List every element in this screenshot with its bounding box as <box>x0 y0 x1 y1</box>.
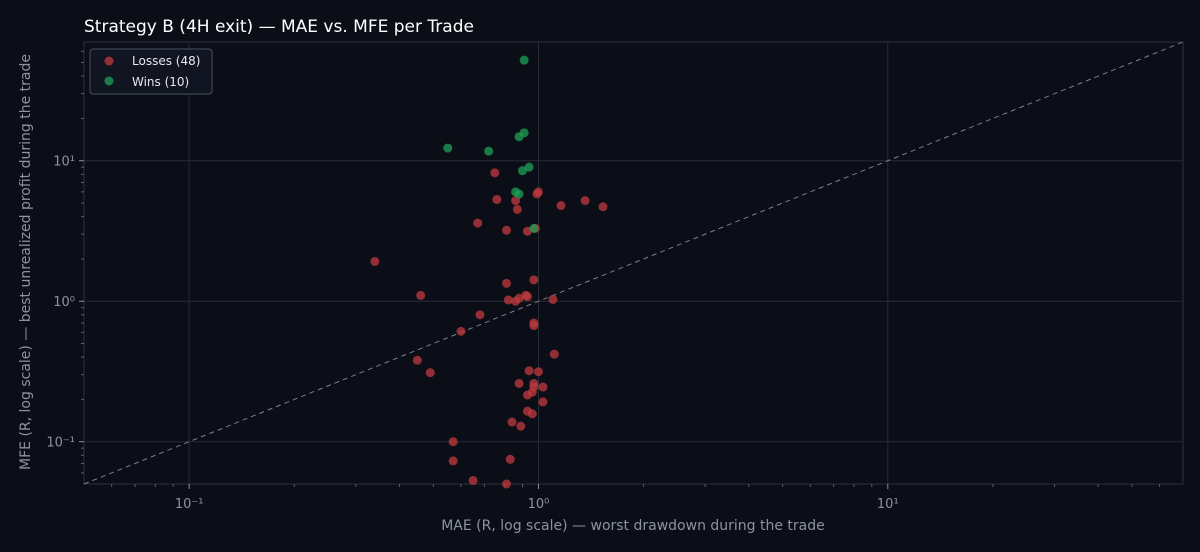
legend-box <box>89 48 213 95</box>
loss-point <box>502 278 512 288</box>
minor-ticks <box>81 50 1161 487</box>
y-tick-label: 10⁻¹ <box>46 436 75 451</box>
loss-point <box>503 295 513 305</box>
y-tick-label: 10⁰ <box>53 295 75 310</box>
x-axis-ticks: 10⁻¹ 10⁰ 10¹ <box>175 484 899 512</box>
loss-point <box>538 382 548 392</box>
loss-point <box>522 292 532 302</box>
win-point <box>517 166 527 176</box>
loss-point <box>473 218 483 228</box>
win-point <box>524 162 534 172</box>
loss-point <box>370 256 380 266</box>
loss-point <box>502 479 512 489</box>
loss-point <box>505 454 515 464</box>
plot-background <box>83 41 1184 485</box>
legend: Losses (48) Wins (10) <box>89 48 213 95</box>
loss-point <box>516 421 526 431</box>
loss-point <box>538 397 548 407</box>
y-axis-label: MFE (R, log scale) — best unrealized pro… <box>18 54 34 470</box>
loss-point <box>416 290 426 300</box>
legend-label-wins: Wins (10) <box>132 75 189 89</box>
loss-point <box>425 368 435 378</box>
win-point <box>443 143 453 153</box>
loss-point <box>514 293 524 303</box>
win-point <box>514 189 524 199</box>
loss-point <box>412 355 422 365</box>
loss-point <box>556 201 566 211</box>
legend-label-losses: Losses (48) <box>132 54 200 68</box>
x-tick-label: 10¹ <box>877 497 899 512</box>
loss-point <box>511 196 521 206</box>
win-point <box>484 146 494 156</box>
data-points <box>370 55 608 489</box>
win-point <box>514 132 524 142</box>
loss-point <box>598 202 608 212</box>
x-axis-label: MAE (R, log scale) — worst drawdown duri… <box>441 518 825 534</box>
loss-point <box>448 456 458 466</box>
legend-marker-wins <box>104 76 114 86</box>
plot-area <box>81 41 1184 489</box>
loss-point <box>524 366 534 376</box>
loss-point <box>502 225 512 235</box>
grid-lines <box>84 42 1183 484</box>
loss-point <box>490 168 500 178</box>
loss-point <box>533 367 543 377</box>
loss-point <box>448 437 458 447</box>
win-point <box>529 223 539 233</box>
y-tick-label: 10¹ <box>53 155 75 170</box>
loss-point <box>507 417 517 427</box>
loss-point <box>529 275 539 285</box>
loss-point <box>580 196 590 206</box>
loss-point <box>475 310 485 320</box>
y-axis-ticks: 10⁻¹ 10⁰ 10¹ <box>46 155 84 451</box>
loss-point <box>468 475 478 485</box>
loss-point <box>492 194 502 204</box>
loss-point <box>456 326 466 336</box>
loss-point <box>548 294 558 304</box>
loss-point <box>529 378 539 388</box>
x-tick-label: 10⁻¹ <box>175 497 204 512</box>
loss-point <box>527 409 537 419</box>
loss-point <box>549 349 559 359</box>
legend-marker-losses <box>104 56 114 66</box>
chart-title: Strategy B (4H exit) — MAE vs. MFE per T… <box>84 17 474 37</box>
loss-point <box>512 204 522 214</box>
loss-point <box>529 321 539 331</box>
win-point <box>519 55 529 65</box>
loss-point <box>533 187 543 197</box>
x-tick-label: 10⁰ <box>528 497 550 512</box>
loss-point <box>514 378 524 388</box>
